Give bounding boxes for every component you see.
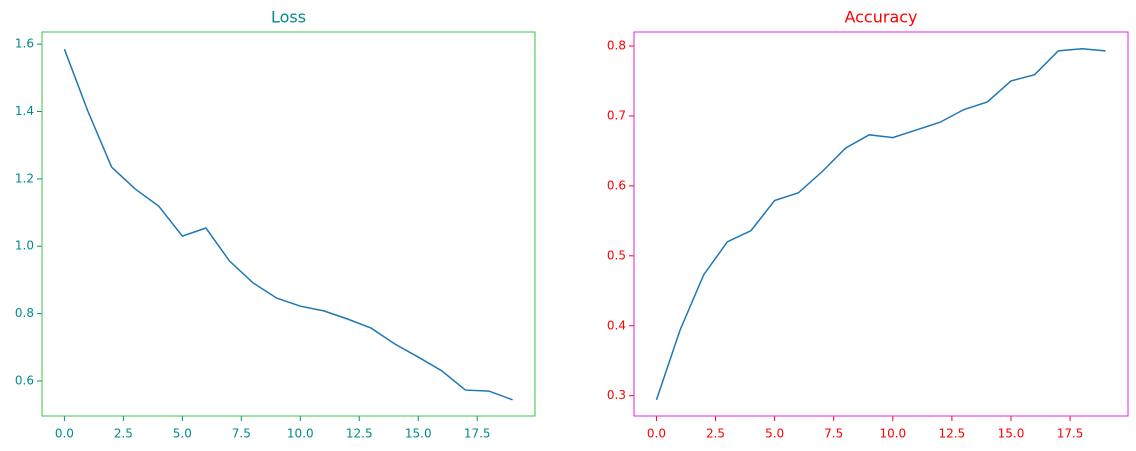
x-tick-label: 15.0: [998, 427, 1025, 441]
y-tick-label: 1.4: [15, 104, 34, 118]
plot-frame: [633, 31, 1129, 417]
x-tick-label: 2.5: [114, 427, 133, 441]
x-tick-label: 0.0: [55, 427, 74, 441]
x-tick-label: 7.5: [232, 427, 251, 441]
y-tick-label: 0.6: [15, 373, 34, 387]
y-tick-label: 0.8: [607, 38, 626, 52]
y-tick-label: 1.6: [15, 37, 34, 51]
x-tick-label: 17.5: [1057, 427, 1084, 441]
chart-title: Accuracy: [844, 8, 917, 27]
x-tick-label: 5.0: [173, 427, 192, 441]
x-tick-label: 2.5: [706, 427, 725, 441]
y-tick-label: 0.8: [15, 306, 34, 320]
line: [655, 48, 1106, 401]
y-tick-label: 1.2: [15, 171, 34, 185]
x-tick-label: 17.5: [464, 427, 491, 441]
plot-frame: [41, 31, 536, 417]
x-tick-label: 10.0: [287, 427, 314, 441]
x-tick-label: 7.5: [824, 427, 843, 441]
y-tick-label: 0.3: [607, 388, 626, 402]
x-tick-label: 12.5: [939, 427, 966, 441]
x-tick-label: 5.0: [765, 427, 784, 441]
y-tick-label: 0.6: [607, 178, 626, 192]
chart-title: Loss: [271, 8, 306, 27]
x-tick-label: 10.0: [879, 427, 906, 441]
x-tick-label: 12.5: [346, 427, 373, 441]
line: [63, 48, 513, 401]
y-tick-label: 0.4: [607, 318, 626, 332]
y-tick-label: 0.7: [607, 108, 626, 122]
x-tick-label: 15.0: [405, 427, 432, 441]
y-tick-label: 1.0: [15, 239, 34, 253]
x-tick-label: 0.0: [647, 427, 666, 441]
y-tick-label: 0.5: [607, 248, 626, 262]
